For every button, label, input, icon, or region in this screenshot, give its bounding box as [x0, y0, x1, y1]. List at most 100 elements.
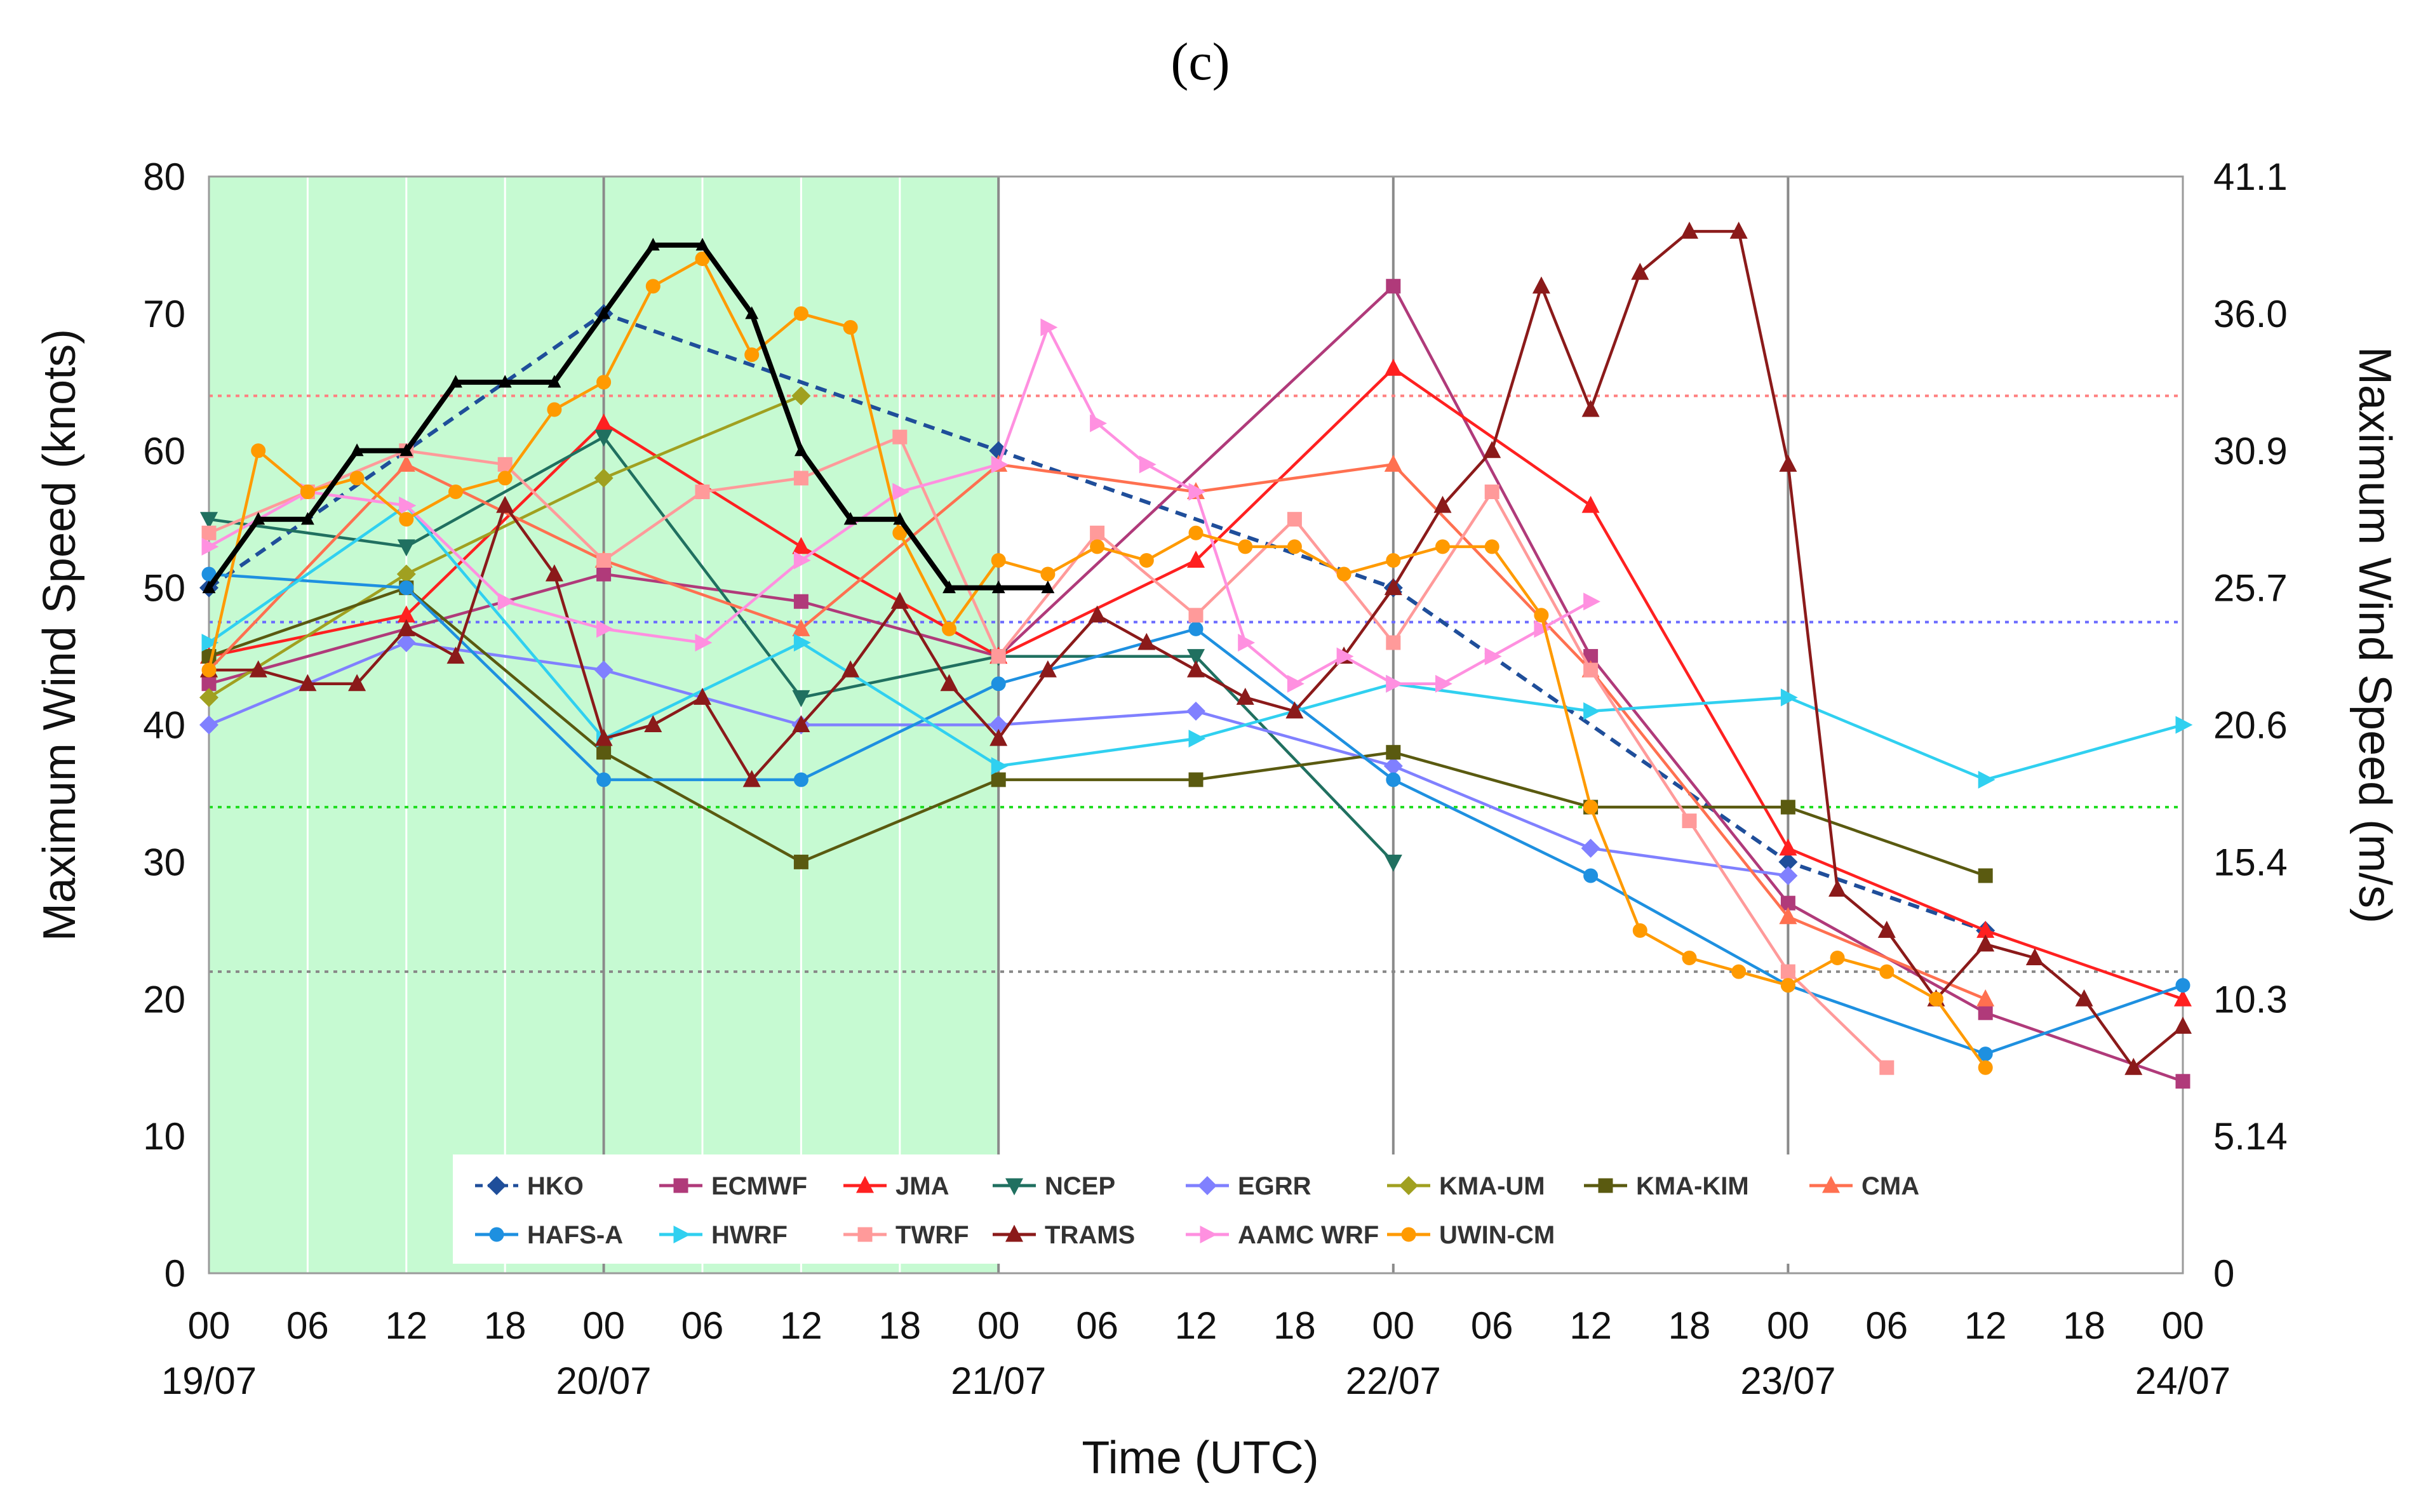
data-point-twrf	[695, 485, 710, 500]
data-point-cma	[1779, 907, 1797, 925]
left-y-tick-label: 70	[143, 293, 185, 335]
data-point-trams	[1285, 701, 1304, 719]
data-point-uwin-cm	[1682, 950, 1697, 965]
data-point-jma	[792, 537, 810, 554]
data-point-uwin-cm	[399, 512, 414, 527]
data-point-trams	[397, 619, 415, 636]
legend-swatch-marker	[1598, 1178, 1613, 1193]
data-point-trams	[1581, 399, 1600, 417]
data-point-twrf	[1090, 525, 1105, 540]
legend-item-uwin-cm: UWIN-CM	[1387, 1221, 1555, 1249]
data-point-aamc-wrf	[892, 483, 910, 501]
data-point-twrf	[991, 649, 1006, 664]
x-date-label: 23/07	[1740, 1360, 1835, 1402]
legend-swatch-marker	[489, 1227, 504, 1242]
data-point-twrf	[793, 471, 808, 486]
data-point-best-track	[399, 443, 413, 457]
data-point-uwin-cm	[1534, 608, 1549, 623]
legend-item-ncep: NCEP	[993, 1172, 1115, 1200]
legend-label: HAFS-A	[527, 1221, 623, 1249]
data-point-aamc-wrf	[1435, 674, 1452, 693]
data-point-twrf	[1188, 608, 1204, 623]
data-point-trams	[1976, 934, 1995, 952]
data-point-best-track	[202, 580, 216, 594]
series-ncep	[199, 429, 1402, 872]
data-point-best-track	[498, 375, 512, 388]
data-point-uwin-cm	[1632, 923, 1647, 938]
data-point-aamc-wrf	[596, 620, 614, 638]
x-axis-title: Time (UTC)	[1082, 1433, 1318, 1483]
data-point-best-track	[449, 375, 462, 388]
data-point-uwin-cm	[1287, 539, 1302, 554]
data-point-hwrf	[991, 757, 1009, 775]
data-point-aamc-wrf	[399, 497, 417, 515]
data-point-trams	[693, 687, 712, 705]
data-point-uwin-cm	[1040, 566, 1056, 582]
data-point-aamc-wrf	[1484, 647, 1502, 666]
data-point-uwin-cm	[497, 471, 513, 486]
x-hour-tick-label: 00	[1767, 1304, 1809, 1347]
data-point-uwin-cm	[744, 347, 760, 363]
x-hour-tick-label: 00	[2162, 1304, 2204, 1347]
data-point-ncep	[199, 512, 218, 530]
data-point-trams	[940, 674, 958, 692]
data-point-ecmwf	[2175, 1074, 2190, 1089]
data-point-uwin-cm	[942, 621, 956, 636]
data-point-hwrf	[1978, 770, 1995, 789]
x-hour-tick-label: 00	[582, 1304, 625, 1347]
data-point-egrr	[1383, 756, 1403, 776]
data-point-trams	[348, 674, 366, 692]
data-point-trams	[742, 770, 761, 787]
data-point-aamc-wrf	[1188, 483, 1206, 501]
data-point-uwin-cm	[1188, 525, 1204, 540]
legend-swatch-marker	[1197, 1175, 1217, 1196]
legend-label: NCEP	[1045, 1172, 1115, 1200]
legend-label: HKO	[527, 1172, 584, 1200]
data-point-ncep	[397, 539, 415, 557]
x-hour-tick-label: 06	[1471, 1304, 1513, 1347]
data-point-ncep	[1186, 649, 1205, 666]
data-point-egrr	[1581, 838, 1600, 858]
data-point-uwin-cm	[448, 485, 463, 500]
data-point-best-track	[547, 375, 561, 388]
data-point-trams	[2075, 989, 2093, 1007]
data-point-trams	[545, 564, 563, 582]
data-point-uwin-cm	[1484, 539, 1499, 554]
data-point-uwin-cm	[645, 279, 661, 294]
left-y-tick-label: 0	[164, 1252, 185, 1295]
data-point-jma	[1384, 358, 1402, 376]
legend-swatch-marker	[673, 1178, 688, 1193]
legend-swatch-marker	[1005, 1224, 1024, 1242]
legend-item-hko: HKO	[475, 1172, 584, 1200]
data-point-hwrf	[201, 633, 219, 652]
data-point-hafs-a	[793, 772, 808, 787]
legend-item-kma-kim: KMA-KIM	[1584, 1172, 1749, 1200]
x-date-label: 20/07	[556, 1360, 652, 1402]
data-point-twrf	[1484, 485, 1499, 500]
x-date-label: 24/07	[2135, 1360, 2230, 1402]
data-point-uwin-cm	[300, 485, 315, 500]
right-y-tick-label: 25.7	[2213, 567, 2288, 610]
data-point-trams	[1137, 632, 1156, 650]
data-point-uwin-cm	[1238, 539, 1253, 554]
data-point-twrf	[596, 552, 612, 568]
legend-item-kma-um: KMA-UM	[1387, 1172, 1545, 1200]
data-point-cma	[397, 454, 415, 472]
legend-swatch-marker	[1821, 1175, 1841, 1193]
data-point-uwin-cm	[1978, 1060, 1993, 1075]
data-point-hwrf	[1583, 702, 1600, 720]
data-point-trams	[1433, 495, 1452, 513]
data-point-egrr	[1778, 866, 1798, 885]
left-y-tick-label: 20	[143, 978, 185, 1020]
data-point-best-track	[843, 512, 857, 525]
data-point-hafs-a	[399, 580, 414, 596]
data-point-trams	[2173, 1017, 2192, 1034]
data-point-twrf	[1287, 512, 1302, 527]
data-point-kma-um	[594, 468, 614, 488]
legend: HKO ECMWF JMA NCEP EGRR KMA-UM KMA-KIM CMA HAFS-…	[475, 1172, 1919, 1249]
data-point-jma	[1581, 495, 1600, 513]
data-point-uwin-cm	[1139, 552, 1154, 568]
x-hour-tick-label: 12	[385, 1304, 427, 1347]
data-point-uwin-cm	[843, 319, 858, 335]
